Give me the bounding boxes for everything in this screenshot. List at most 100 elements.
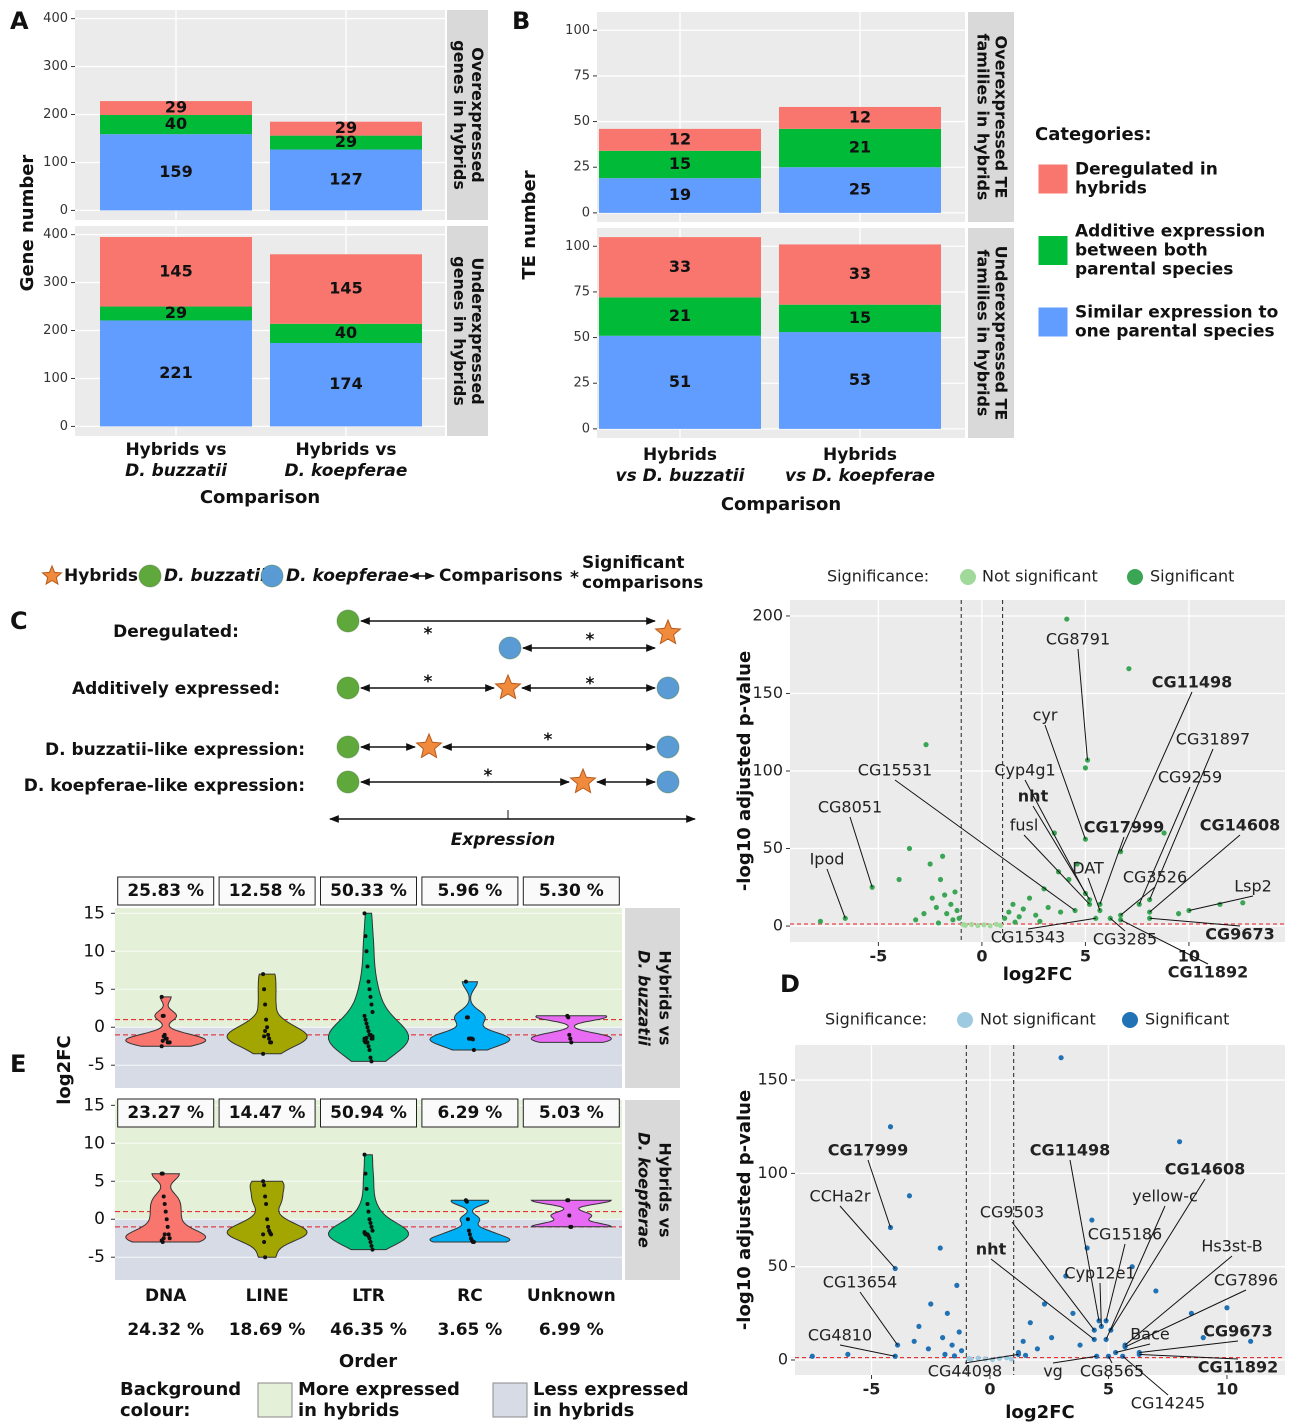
y-tick-label: 5 (94, 979, 105, 999)
x-tick-label: vs D. buzzatii (616, 466, 746, 486)
gene-label: CG8565 (1080, 1362, 1144, 1381)
y-tick-label: 150 (757, 1070, 788, 1089)
gene-label: yellow-c (1132, 1187, 1198, 1206)
x-tick-label: 5 (1103, 1380, 1114, 1399)
bar-value-label: 127 (329, 169, 362, 188)
data-point (160, 1240, 165, 1245)
gene-label: CG11498 (1030, 1141, 1111, 1160)
point (817, 918, 824, 924)
data-point (370, 1010, 375, 1015)
data-point (568, 1036, 573, 1041)
panel-background (795, 1045, 1285, 1375)
x-tick-label: D. buzzatii (125, 461, 228, 481)
legend-title: Significance: (827, 567, 929, 586)
data-point (366, 1044, 371, 1049)
x-tick-label: Hybrids vs (125, 440, 226, 460)
y-tick-label: 300 (43, 59, 68, 74)
point (951, 1353, 958, 1359)
x-tick-label: 10 (1216, 1380, 1238, 1399)
data-point (267, 1036, 272, 1041)
point (1033, 912, 1039, 918)
percentage-box (320, 876, 417, 906)
point (933, 904, 939, 911)
percentage-box (421, 876, 519, 906)
data-point (160, 1171, 165, 1176)
gene-label: CG13654 (823, 1273, 897, 1292)
bar-value-label: 29 (165, 98, 187, 117)
data-point (369, 1002, 374, 1007)
point (1240, 900, 1246, 906)
y-tick-label: 100 (43, 371, 68, 386)
legend-label: Deregulated in (1075, 160, 1218, 180)
data-point (263, 1194, 268, 1199)
point (1020, 1338, 1026, 1344)
point (1045, 904, 1051, 911)
bar-value-label: 29 (335, 132, 357, 151)
bar-segment (270, 254, 422, 324)
data-point (366, 1029, 371, 1034)
x-axis-title: Comparison (721, 494, 841, 515)
data-point (262, 1240, 267, 1245)
data-point (363, 1231, 368, 1236)
y-tick-label: -5 (88, 1247, 105, 1267)
data-point (370, 1034, 375, 1039)
point (1129, 1264, 1135, 1270)
data-point (263, 1255, 268, 1260)
point (929, 895, 935, 901)
legend-swatch (492, 1382, 528, 1418)
gene-label: CG3285 (1093, 930, 1157, 949)
point (1126, 666, 1132, 672)
data-point (263, 1002, 268, 1007)
bar-segment (270, 149, 422, 211)
data-point (264, 1202, 269, 1207)
y-tick-label: 10 (83, 941, 105, 961)
y-tick-label: 100 (565, 239, 590, 254)
data-point (567, 1032, 572, 1037)
legend-label: More expressed (298, 1379, 460, 1400)
data-point (164, 1217, 169, 1222)
legend-swatch (1037, 235, 1069, 266)
point (1176, 1139, 1183, 1145)
x-tick-label: -5 (870, 947, 888, 966)
data-point (261, 972, 266, 977)
point (1064, 616, 1070, 622)
y-tick-label: 50 (573, 330, 590, 345)
y-axis-title: -log10 adjusted p-value (734, 651, 755, 891)
data-point (368, 1240, 373, 1245)
y-tick-label: 0 (582, 421, 590, 436)
data-point (365, 1202, 370, 1207)
gene-label: CG3526 (1123, 868, 1187, 887)
gene-label: DAT (1072, 859, 1104, 878)
significance-mark: * (586, 630, 595, 650)
legend-title: Significance: (825, 1010, 927, 1029)
data-point (362, 911, 367, 916)
gene-label: Ipod (810, 850, 845, 869)
legend-label: Significant (582, 553, 685, 573)
species-marker (336, 676, 360, 700)
bar-value-label: 40 (165, 114, 187, 133)
violin (328, 912, 409, 1062)
label-connector (964, 1353, 1019, 1364)
violin (429, 1199, 511, 1243)
label-connector (1077, 648, 1088, 761)
y-tick-label: 200 (752, 605, 783, 624)
percentage-label: 6.29 % (437, 1103, 502, 1123)
data-point (569, 1040, 574, 1045)
row-label: D. buzzatii-like expression: (45, 740, 305, 760)
label-connector (1139, 1353, 1239, 1360)
panel-label: E (10, 1050, 26, 1078)
legend-label: hybrids (1075, 179, 1147, 199)
y-tick-label: 400 (43, 11, 68, 26)
x-tick-label: RC (457, 1286, 483, 1306)
panel-label: C (10, 607, 28, 635)
gene-label: Bace (1130, 1325, 1169, 1344)
data-point (567, 1213, 572, 1218)
data-point (368, 1221, 373, 1226)
panel-label: A (10, 7, 29, 35)
data-point (264, 1017, 269, 1022)
data-point (465, 1015, 470, 1020)
facet-strip (968, 12, 1014, 222)
label-connector (1149, 748, 1214, 900)
y-tick-label: 0 (773, 916, 783, 935)
x-tick-label: Unknown (527, 1286, 616, 1306)
